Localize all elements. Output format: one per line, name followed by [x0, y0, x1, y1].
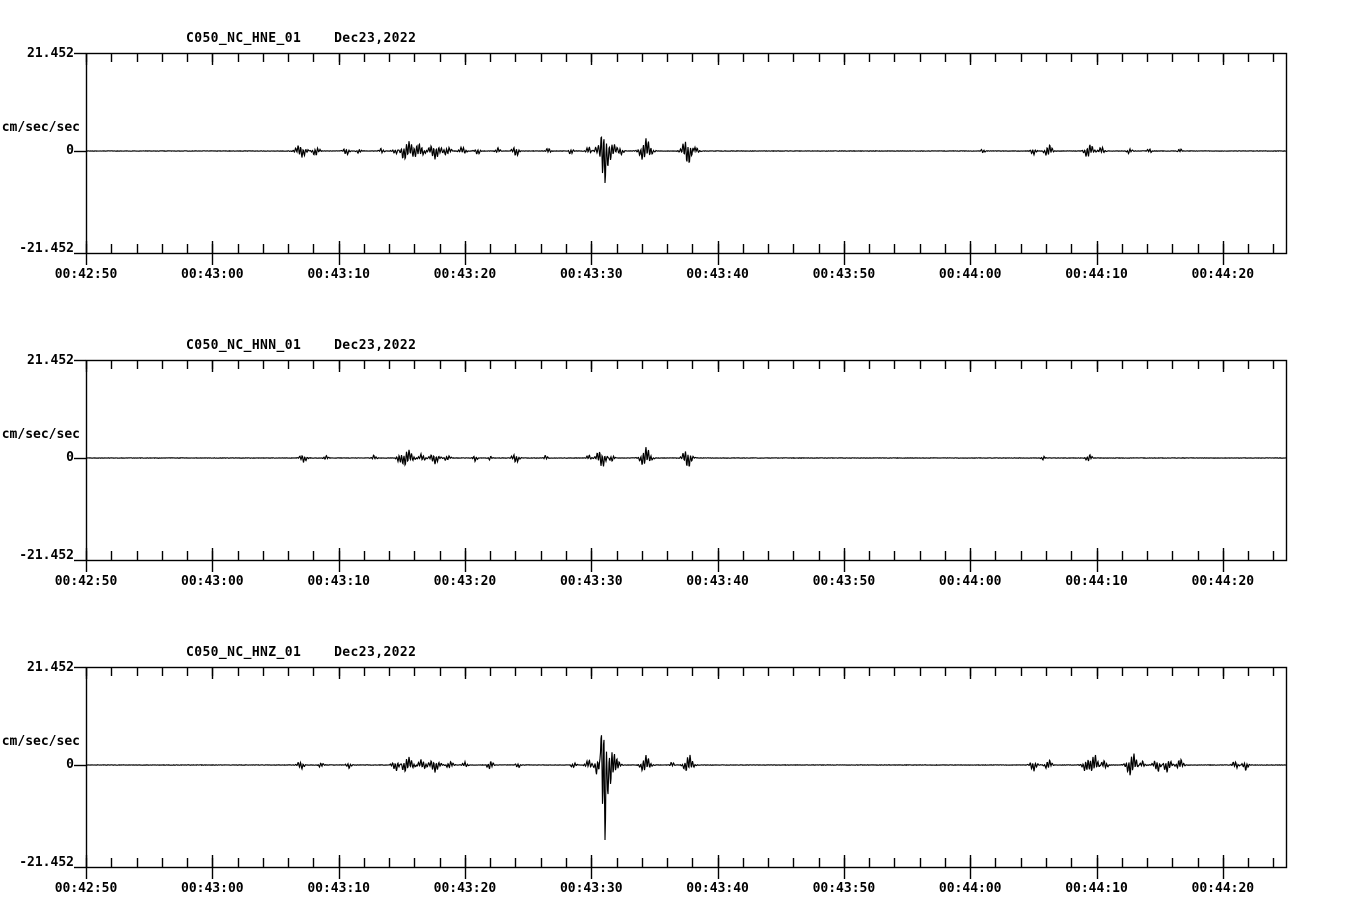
plot-area-hnn — [74, 359, 1288, 572]
panel-title-hnn: C050_NC_HNN_01 Dec23,2022 — [186, 338, 417, 353]
xtick-label: 00:44:20 — [1191, 881, 1255, 896]
xtick-label: 00:43:30 — [559, 574, 623, 589]
xtick-label: 00:44:00 — [938, 267, 1002, 282]
ytick-label-max-hnz: 21.452 — [27, 660, 74, 675]
seismogram-panel-hnz: C050_NC_HNZ_01 Dec23,2022 21.452 cm/sec/… — [0, 614, 1358, 914]
ytick-label-max-hnn: 21.452 — [27, 353, 74, 368]
xtick-label: 00:43:00 — [181, 267, 244, 282]
panel-title-hnz: C050_NC_HNZ_01 Dec23,2022 — [186, 645, 417, 660]
xtick-label: 00:44:20 — [1191, 267, 1255, 282]
y-axis-units-hnn: cm/sec/sec — [1, 427, 80, 442]
plot-area-hne — [74, 52, 1288, 265]
xtick-label: 00:43:40 — [686, 267, 749, 282]
xtick-label: 00:43:50 — [812, 574, 876, 589]
xtick-label: 00:43:20 — [433, 267, 497, 282]
ytick-label-zero-hnz: 0 — [66, 757, 74, 772]
xtick-label: 00:43:20 — [433, 574, 497, 589]
xtick-label: 00:44:00 — [938, 574, 1002, 589]
xtick-label: 00:43:50 — [812, 267, 876, 282]
xtick-label: 00:43:50 — [812, 881, 876, 896]
xtick-label: 00:43:30 — [559, 881, 623, 896]
xtick-label: 00:43:40 — [686, 881, 749, 896]
ytick-label-min-hnn: -21.452 — [19, 548, 74, 563]
xtick-label: 00:43:20 — [433, 881, 497, 896]
xtick-label: 00:44:10 — [1065, 574, 1128, 589]
xtick-label: 00:44:10 — [1065, 267, 1128, 282]
plot-area-hnz — [74, 666, 1288, 879]
y-axis-units-hnz: cm/sec/sec — [1, 734, 80, 749]
xtick-label: 00:42:50 — [54, 881, 118, 896]
ytick-label-max-hne: 21.452 — [27, 46, 74, 61]
xtick-label: 00:43:10 — [307, 267, 370, 282]
xtick-label: 00:43:40 — [686, 574, 749, 589]
xtick-label: 00:43:00 — [181, 881, 244, 896]
xtick-label: 00:43:10 — [307, 574, 370, 589]
ytick-label-zero-hne: 0 — [66, 143, 74, 158]
seismogram-panel-hne: C050_NC_HNE_01 Dec23,2022 21.452 cm/sec/… — [0, 0, 1358, 300]
seismogram-panel-hnn: C050_NC_HNN_01 Dec23,2022 21.452 cm/sec/… — [0, 307, 1358, 607]
xtick-label: 00:42:50 — [54, 267, 118, 282]
ytick-label-zero-hnn: 0 — [66, 450, 74, 465]
xtick-label: 00:44:10 — [1065, 881, 1128, 896]
panel-title-hne: C050_NC_HNE_01 Dec23,2022 — [186, 31, 417, 46]
xtick-label: 00:43:30 — [559, 267, 623, 282]
xtick-label: 00:43:10 — [307, 881, 370, 896]
xtick-label: 00:43:00 — [181, 574, 244, 589]
ytick-label-min-hnz: -21.452 — [19, 855, 74, 870]
ytick-label-min-hne: -21.452 — [19, 241, 74, 256]
xtick-label: 00:44:20 — [1191, 574, 1255, 589]
xtick-label: 00:42:50 — [54, 574, 118, 589]
xtick-label: 00:44:00 — [938, 881, 1002, 896]
y-axis-units-hne: cm/sec/sec — [1, 120, 80, 135]
